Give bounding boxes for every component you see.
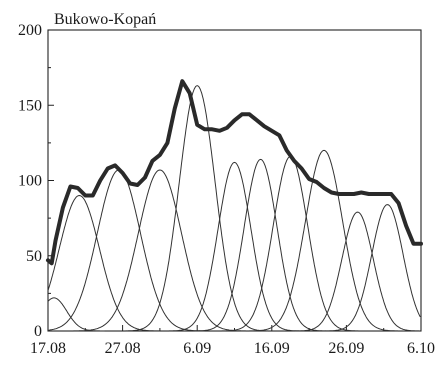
chart-title: Bukowo-Kopań	[54, 11, 156, 28]
y-tick-label: 50	[26, 248, 42, 265]
y-tick-label: 0	[34, 323, 42, 340]
y-tick-label: 100	[18, 173, 42, 190]
component-curve	[47, 297, 105, 332]
total-curve	[46, 79, 423, 266]
component-curve	[294, 211, 420, 332]
component-curve	[73, 169, 246, 332]
component-curve	[47, 194, 160, 332]
component-curve	[168, 161, 300, 332]
x-tick-label: 16.09	[254, 340, 290, 357]
component-curve	[125, 85, 269, 332]
component-curve	[249, 149, 398, 332]
x-tick-label: 6.10	[407, 340, 435, 357]
x-tick-label: 17.08	[30, 340, 66, 357]
component-curve	[324, 204, 421, 332]
plot-area: 0 50 100 150 200 17.08 27.08 6.09 16.09 26.09 6.10	[18, 22, 435, 357]
y-tick-label: 200	[18, 22, 42, 39]
component-curve	[195, 158, 326, 332]
y-tick-label: 150	[18, 97, 42, 114]
x-tick-label: 26.09	[328, 340, 364, 357]
component-curve	[48, 169, 205, 332]
x-tick-label: 27.08	[105, 340, 141, 357]
x-tick-label: 6.09	[183, 340, 211, 357]
